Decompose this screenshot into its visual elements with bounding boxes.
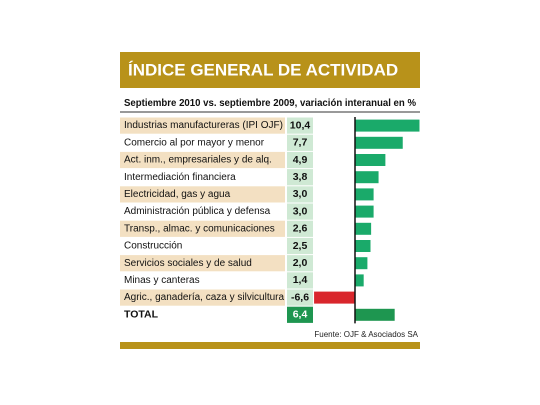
row-label-bg	[120, 220, 285, 237]
bar	[355, 136, 403, 149]
row-value-bg	[287, 237, 313, 255]
bar	[355, 205, 374, 218]
row-label-bg	[120, 272, 285, 289]
category-label: Construcción	[124, 241, 182, 252]
chart-title: ÍNDICE GENERAL DE ACTIVIDAD	[128, 60, 398, 79]
row-value-bg	[287, 220, 313, 237]
row-value-bg	[287, 117, 313, 134]
bar	[355, 171, 379, 184]
total-value-bg	[287, 306, 313, 323]
bar	[355, 222, 372, 235]
value-label: 2,5	[293, 240, 308, 252]
row-label-bg	[120, 186, 285, 203]
bar	[355, 257, 368, 270]
footer-band	[120, 342, 420, 349]
category-label: Industrias manufactureras (IPI OJF)	[124, 120, 283, 131]
header-band	[120, 52, 420, 88]
category-label: Electricidad, gas y agua	[124, 189, 231, 200]
bar	[355, 154, 386, 166]
row-label-bg	[120, 289, 285, 306]
category-label: Comercio al por mayor y menor	[124, 137, 265, 148]
source: Fuente: OJF & Asociados SA	[314, 330, 418, 339]
category-label: Servicios sociales y de salud	[124, 258, 252, 269]
bar	[355, 308, 395, 321]
bar	[355, 274, 364, 287]
category-label: Act. inm., empresariales y de alq.	[124, 155, 272, 166]
row-value-bg	[287, 151, 313, 169]
value-label: 3,0	[293, 188, 308, 200]
row-value-bg	[287, 272, 313, 289]
value-label: 7,7	[293, 137, 308, 149]
value-label: 2,0	[293, 257, 308, 269]
row-value-bg	[287, 289, 313, 306]
value-label: 10,4	[290, 119, 311, 131]
bar	[355, 240, 371, 252]
bar	[314, 291, 355, 304]
row-value-bg	[287, 255, 313, 272]
category-label: Agric., ganadería, caza y silvicultura	[124, 292, 285, 303]
bar	[355, 119, 420, 132]
value-label: 3,8	[293, 171, 308, 183]
category-label: Administración pública y defensa	[124, 206, 271, 217]
row-label-bg	[120, 169, 285, 186]
category-label: Intermediación financiera	[124, 172, 236, 183]
row-label-bg	[120, 237, 285, 255]
category-label: Transp., almac. y comunicaciones	[124, 223, 275, 234]
total-label: TOTAL	[124, 309, 159, 321]
chart-subtitle: Septiembre 2010 vs. septiembre 2009, var…	[124, 97, 417, 109]
value-label: 3,0	[293, 205, 308, 217]
row-label-bg	[120, 151, 285, 169]
category-label: Minas y canteras	[124, 275, 200, 286]
row-label-bg	[120, 255, 285, 272]
value-label: -6,6	[291, 291, 309, 303]
row-value-bg	[287, 203, 313, 220]
value-label: 1,4	[293, 274, 308, 286]
row-value-bg	[287, 134, 313, 151]
bar	[355, 188, 374, 201]
row-label-bg	[120, 203, 285, 220]
row-label-bg	[120, 117, 285, 134]
row-value-bg	[287, 169, 313, 186]
row-label-bg	[120, 134, 285, 151]
total-value-label: 6,4	[293, 309, 308, 321]
value-label: 2,6	[293, 223, 308, 235]
value-label: 4,9	[293, 154, 308, 166]
row-value-bg	[287, 186, 313, 203]
